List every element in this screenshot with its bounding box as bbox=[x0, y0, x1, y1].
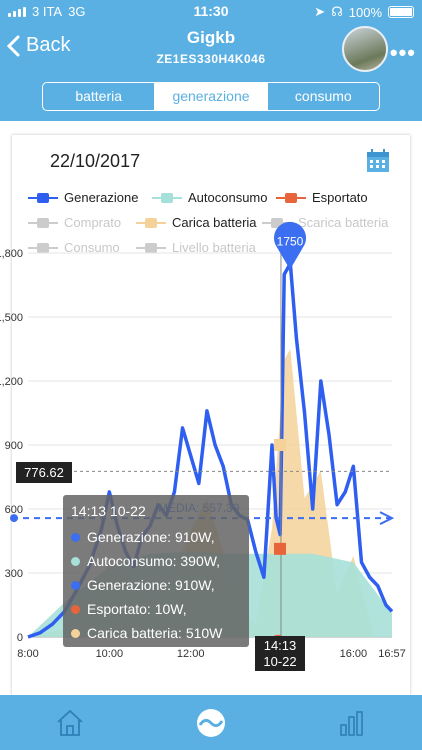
y-tick-label: 300 bbox=[5, 568, 23, 580]
tab-generazione[interactable]: generazione bbox=[154, 83, 267, 110]
x-tick-label: 16:57 bbox=[378, 648, 406, 660]
y-tick-label: 600 bbox=[5, 504, 23, 516]
crosshair-x-label: 14:13 10-22 bbox=[255, 636, 305, 671]
bottom-tab-bar bbox=[0, 695, 422, 750]
legend-item[interactable]: Consumo bbox=[28, 240, 120, 255]
tab-consumo[interactable]: consumo bbox=[266, 83, 379, 110]
series-dot-icon bbox=[71, 628, 80, 638]
y-tick-label: 900 bbox=[5, 440, 23, 452]
legend-swatch-icon bbox=[136, 242, 166, 253]
location-icon: ➤ bbox=[314, 4, 326, 19]
signal-icon bbox=[8, 6, 26, 17]
tooltip-row-text: Generazione: 910W, bbox=[87, 529, 215, 545]
legend-label: Consumo bbox=[64, 240, 120, 255]
status-time: 11:30 bbox=[193, 3, 229, 19]
calendar-icon[interactable] bbox=[366, 149, 390, 173]
series-dot-icon bbox=[71, 532, 80, 542]
device-serial: ZE1ES330H4K046 bbox=[156, 52, 266, 66]
legend-swatch-icon bbox=[28, 192, 58, 203]
back-button[interactable]: Back bbox=[6, 34, 70, 57]
legend-label: Esportato bbox=[312, 190, 368, 205]
marker-carica bbox=[274, 439, 286, 451]
tooltip-header: 14:13 10-22 bbox=[71, 503, 146, 519]
home-icon[interactable] bbox=[50, 703, 90, 743]
legend-swatch-icon bbox=[28, 217, 58, 228]
tooltip-row: Autoconsumo: 390W, bbox=[71, 549, 241, 573]
legend-label: Generazione bbox=[64, 190, 139, 205]
series-dot-icon bbox=[71, 604, 80, 614]
chevron-left-icon bbox=[6, 35, 20, 56]
tooltip-row: Carica batteria: 510W bbox=[71, 621, 241, 645]
legend-swatch-icon bbox=[136, 217, 166, 228]
headphones-icon: ☊ bbox=[331, 4, 343, 19]
legend-swatch-icon bbox=[262, 217, 292, 228]
date-label: 22/10/2017 bbox=[50, 151, 141, 171]
segmented-control: batteria generazione consumo bbox=[42, 82, 380, 111]
avatar[interactable] bbox=[342, 26, 388, 72]
legend-item[interactable]: Generazione bbox=[28, 190, 138, 205]
tooltip-row: Esportato: 10W, bbox=[71, 597, 241, 621]
legend-item[interactable]: Scarica batteria bbox=[262, 215, 388, 230]
peak-marker-label: 1750 bbox=[277, 235, 304, 249]
page-title: Gigkb bbox=[186, 28, 236, 47]
chart-tooltip: 14:13 10-22 Generazione: 910W, Autoconsu… bbox=[63, 495, 249, 647]
series-dot-icon bbox=[71, 580, 80, 590]
marker-esportato bbox=[274, 542, 286, 555]
nav-bar: Back Gigkb ZE1ES330H4K046 ••• bbox=[0, 24, 422, 76]
legend-swatch-icon bbox=[276, 192, 306, 203]
media-arrow-icon bbox=[379, 511, 395, 525]
crosshair-y-label: 776.62 bbox=[16, 462, 72, 483]
carrier-label: 3 ITA bbox=[32, 4, 63, 19]
tooltip-row-text: Esportato: 10W, bbox=[87, 601, 187, 617]
x-tick-label: 8:00 bbox=[17, 648, 38, 660]
legend-label: Carica batteria bbox=[172, 215, 257, 230]
y-tick-label: 1,200 bbox=[0, 376, 23, 388]
x-tick-label: 10:00 bbox=[96, 648, 124, 660]
legend-item[interactable]: Comprato bbox=[28, 215, 121, 230]
legend-label: Comprato bbox=[64, 215, 122, 230]
dashboard-icon[interactable] bbox=[191, 703, 231, 743]
x-tick-label: 16:00 bbox=[340, 648, 368, 660]
legend-item[interactable]: Esportato bbox=[276, 190, 368, 205]
legend-label: Livello batteria bbox=[172, 240, 256, 255]
x-tick-label: 12:00 bbox=[177, 648, 205, 660]
y-tick-label: 0 bbox=[17, 632, 23, 644]
tab-batteria[interactable]: batteria bbox=[75, 88, 123, 104]
back-label: Back bbox=[26, 34, 71, 56]
series-dot-icon bbox=[71, 556, 80, 566]
legend-swatch-icon bbox=[152, 192, 182, 203]
y-tick-label: 1,800 bbox=[0, 248, 23, 260]
more-icon[interactable]: ••• bbox=[389, 40, 416, 65]
tooltip-row: Generazione: 910W, bbox=[71, 525, 241, 549]
tooltip-row-text: Generazione: 910W, bbox=[87, 577, 215, 593]
network-label: 3G bbox=[68, 4, 86, 19]
stats-icon[interactable] bbox=[332, 703, 372, 743]
legend-label: Scarica batteria bbox=[298, 215, 389, 230]
legend-swatch-icon bbox=[28, 242, 58, 253]
battery-icon bbox=[388, 6, 414, 18]
legend-label: Autoconsumo bbox=[188, 190, 268, 205]
tooltip-row: Generazione: 910W, bbox=[71, 573, 241, 597]
legend-item[interactable]: Carica batteria bbox=[136, 215, 257, 230]
battery-percent: 100% bbox=[348, 4, 382, 20]
y-tick-label: 1,500 bbox=[0, 312, 23, 324]
status-bar: 3 ITA 3G 11:30 ➤ ☊ 100% bbox=[0, 0, 422, 24]
tooltip-row-text: Carica batteria: 510W bbox=[87, 625, 223, 641]
media-start-dot bbox=[10, 514, 18, 523]
crosshair-x-time: 14:13 bbox=[263, 638, 297, 653]
crosshair-x-date: 10-22 bbox=[263, 654, 297, 669]
tooltip-row-text: Autoconsumo: 390W, bbox=[87, 553, 221, 569]
legend-item[interactable]: Autoconsumo bbox=[152, 190, 268, 205]
legend-item[interactable]: Livello batteria bbox=[136, 240, 256, 255]
peak-marker-icon bbox=[274, 221, 306, 270]
